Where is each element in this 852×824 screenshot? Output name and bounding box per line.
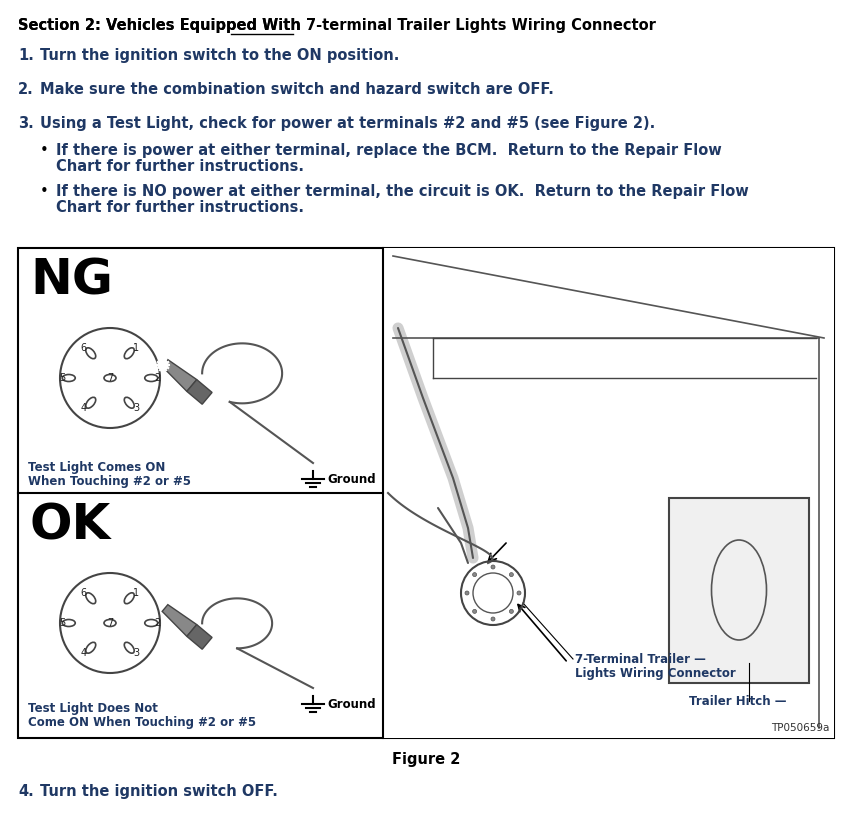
Text: If there is power at either terminal, replace the BCM.  Return to the Repair Flo: If there is power at either terminal, re… [56,143,722,158]
Text: NG: NG [30,256,113,304]
Text: 3: 3 [134,648,140,658]
Text: Trailer Hitch —: Trailer Hitch — [689,695,786,708]
Polygon shape [162,359,197,391]
Text: 7: 7 [106,618,113,628]
Polygon shape [162,605,197,636]
Text: 6: 6 [80,344,87,353]
Ellipse shape [473,610,476,613]
Text: Chart for further instructions.: Chart for further instructions. [56,200,304,215]
Text: 5: 5 [60,373,66,383]
Polygon shape [187,625,212,649]
Text: •: • [40,184,49,199]
Text: Turn the ignition switch OFF.: Turn the ignition switch OFF. [40,784,278,799]
Text: 3.: 3. [18,116,34,131]
Text: Make sure the combination switch and hazard switch are OFF.: Make sure the combination switch and haz… [40,82,554,97]
Text: Test Light Comes ON: Test Light Comes ON [28,461,165,474]
Text: 4.: 4. [18,784,34,799]
FancyBboxPatch shape [383,248,834,738]
Text: Come ON When Touching #2 or #5: Come ON When Touching #2 or #5 [28,716,256,729]
FancyBboxPatch shape [669,498,809,683]
Ellipse shape [517,591,521,595]
Text: OK: OK [30,501,112,549]
Text: If there is NO power at either terminal, the circuit is OK.  Return to the Repai: If there is NO power at either terminal,… [56,184,749,199]
Text: •: • [40,143,49,158]
Text: Turn the ignition switch to the ON position.: Turn the ignition switch to the ON posit… [40,48,400,63]
Text: Section 2: Vehicles Equipped With: Section 2: Vehicles Equipped With [18,18,306,33]
Text: Using a Test Light, check for power at terminals #2 and #5 (see Figure 2).: Using a Test Light, check for power at t… [40,116,655,131]
Text: 4: 4 [80,403,87,413]
Text: 1: 1 [134,588,140,598]
Text: 4: 4 [80,648,87,658]
Ellipse shape [465,591,469,595]
Text: TP050659a: TP050659a [770,723,829,733]
Circle shape [158,360,168,370]
Text: Figure 2: Figure 2 [392,752,460,767]
Text: Lights Wiring Connector: Lights Wiring Connector [575,667,736,680]
Text: Section 2: Vehicles Equipped With  7-terminal  Trailer Lights Wiring Connector: Section 2: Vehicles Equipped With 7-term… [18,18,666,33]
Text: 5: 5 [60,618,66,628]
Text: 1: 1 [134,344,140,353]
Text: 2.: 2. [18,82,34,97]
FancyBboxPatch shape [18,248,834,738]
Ellipse shape [491,617,495,621]
Text: 6: 6 [80,588,87,598]
Text: 7-Terminal Trailer —: 7-Terminal Trailer — [575,653,705,666]
Text: 2: 2 [154,373,161,383]
Text: 2: 2 [154,618,161,628]
Ellipse shape [509,610,514,613]
Ellipse shape [473,573,476,577]
Text: Section 2: Vehicles Equipped With 7-terminal Trailer Lights Wiring Connector: Section 2: Vehicles Equipped With 7-term… [18,18,656,33]
Text: 3: 3 [134,403,140,413]
Text: Test Light Does Not: Test Light Does Not [28,702,158,715]
Text: 1.: 1. [18,48,34,63]
Text: Ground: Ground [327,472,376,485]
Text: Chart for further instructions.: Chart for further instructions. [56,159,304,174]
Ellipse shape [491,565,495,569]
Text: 7: 7 [106,373,113,383]
Ellipse shape [509,573,514,577]
Text: Ground: Ground [327,697,376,710]
Polygon shape [187,380,212,405]
Text: When Touching #2 or #5: When Touching #2 or #5 [28,475,191,488]
